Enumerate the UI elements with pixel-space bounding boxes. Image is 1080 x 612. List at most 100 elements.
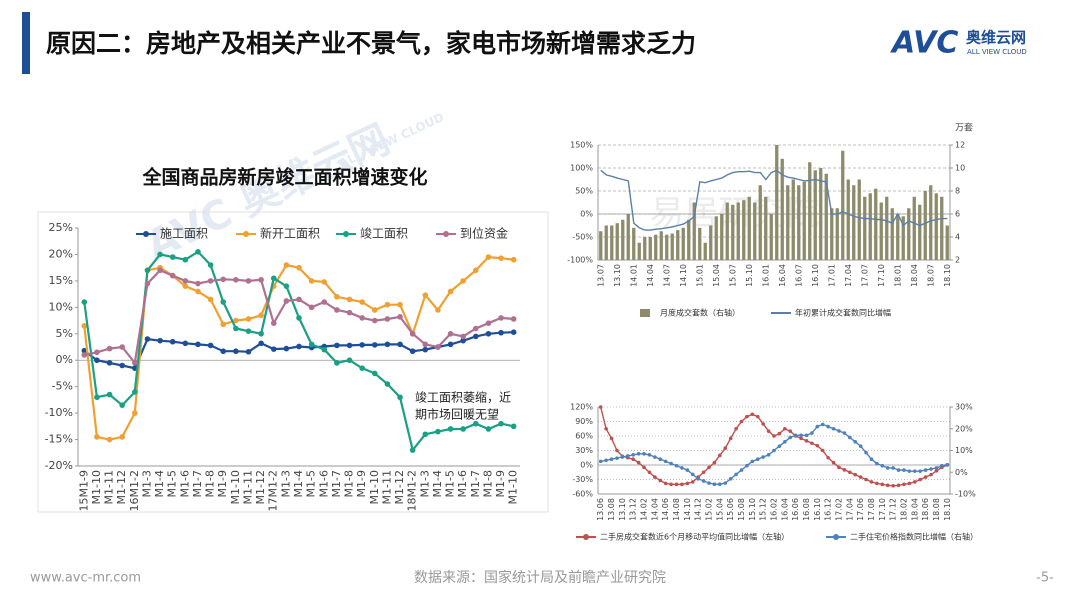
point — [826, 424, 830, 429]
point — [119, 362, 125, 369]
legend-label: 新开工面积 — [260, 226, 320, 241]
point — [346, 296, 353, 303]
point — [182, 256, 189, 263]
point — [157, 251, 163, 258]
point — [820, 422, 825, 427]
point — [701, 479, 706, 483]
legend-marker — [243, 231, 249, 237]
point — [842, 468, 847, 472]
point — [604, 458, 608, 463]
point — [460, 333, 466, 340]
point — [460, 337, 466, 344]
x-tick-label: 16.04 — [778, 264, 787, 287]
point — [631, 453, 635, 457]
point — [772, 448, 776, 453]
point — [510, 316, 517, 322]
point — [598, 405, 603, 409]
x-tick-label: M1-9 — [494, 470, 507, 497]
x-tick-label: M1-5 — [305, 470, 318, 497]
x-tick-label: M1-11 — [380, 470, 393, 504]
point — [837, 429, 841, 433]
x-tick-label: 16.01 — [761, 264, 770, 287]
point — [750, 459, 755, 464]
x-tick-label: 17.07 — [860, 264, 869, 287]
point — [913, 480, 917, 484]
x-tick-label: M1-10 — [507, 470, 520, 504]
x-tick-label: M1-7 — [469, 470, 482, 497]
point — [245, 278, 252, 284]
bar — [775, 145, 779, 260]
y2-tick-label: 8 — [955, 187, 960, 196]
point — [669, 482, 673, 487]
x-tick-label: M1-10 — [368, 470, 381, 504]
bar — [918, 204, 922, 260]
point — [473, 420, 479, 427]
point — [799, 436, 803, 441]
y2-axis-label: 万套 — [955, 122, 973, 134]
bar — [599, 231, 603, 260]
x-tick-label: M1-12 — [254, 470, 267, 504]
x-tick-label: M1-11 — [103, 470, 116, 504]
bar — [907, 208, 911, 260]
point — [712, 460, 717, 465]
point — [397, 341, 403, 348]
point — [422, 346, 429, 353]
x-tick-label: 14.07 — [662, 264, 671, 287]
point — [636, 460, 641, 465]
point — [929, 472, 933, 477]
y2-tick-label: 10% — [955, 446, 973, 455]
point — [902, 468, 906, 472]
point — [826, 455, 830, 460]
bar — [797, 185, 801, 260]
point — [220, 276, 227, 283]
bar — [885, 196, 889, 260]
point — [853, 440, 858, 444]
point — [745, 463, 749, 468]
point — [690, 472, 695, 477]
y-tick-label: 50% — [575, 187, 593, 196]
point — [848, 470, 852, 475]
point — [896, 468, 901, 472]
bar — [841, 150, 845, 260]
x-tick-label: 15M1-9 — [77, 470, 90, 511]
point — [907, 481, 912, 486]
bar — [791, 179, 795, 260]
point — [397, 314, 403, 320]
x-tick-label: 17.01 — [827, 264, 836, 287]
point — [321, 299, 328, 305]
bar — [912, 196, 916, 260]
legend-marker — [583, 534, 589, 540]
point — [296, 343, 302, 350]
point — [793, 433, 798, 438]
point — [642, 465, 646, 470]
bar — [896, 214, 900, 260]
y2-tick-label: 0% — [955, 468, 968, 477]
point — [609, 436, 614, 441]
footer-website: www.avc-mr.com — [30, 571, 141, 586]
x-tick-label: 15.10 — [748, 498, 757, 521]
bar — [852, 185, 856, 260]
point — [755, 414, 760, 419]
x-tick-label: 15.10 — [745, 264, 754, 287]
y2-tick-label: 10 — [955, 164, 965, 173]
point — [701, 470, 706, 475]
bar — [632, 227, 636, 260]
point — [334, 293, 340, 300]
bar — [802, 181, 806, 260]
point — [723, 481, 728, 485]
x-tick-label: 17.10 — [877, 264, 886, 287]
point — [885, 483, 890, 488]
point — [929, 467, 933, 471]
point — [371, 307, 378, 313]
point — [783, 426, 787, 431]
point — [270, 346, 277, 352]
point — [384, 341, 391, 348]
x-tick-label: 18.01 — [893, 264, 902, 287]
x-tick-label: 17.02 — [834, 498, 843, 521]
point — [422, 341, 429, 348]
point — [788, 429, 793, 433]
point — [460, 278, 466, 284]
point — [119, 344, 125, 350]
y-tick-label: -15% — [45, 433, 73, 446]
